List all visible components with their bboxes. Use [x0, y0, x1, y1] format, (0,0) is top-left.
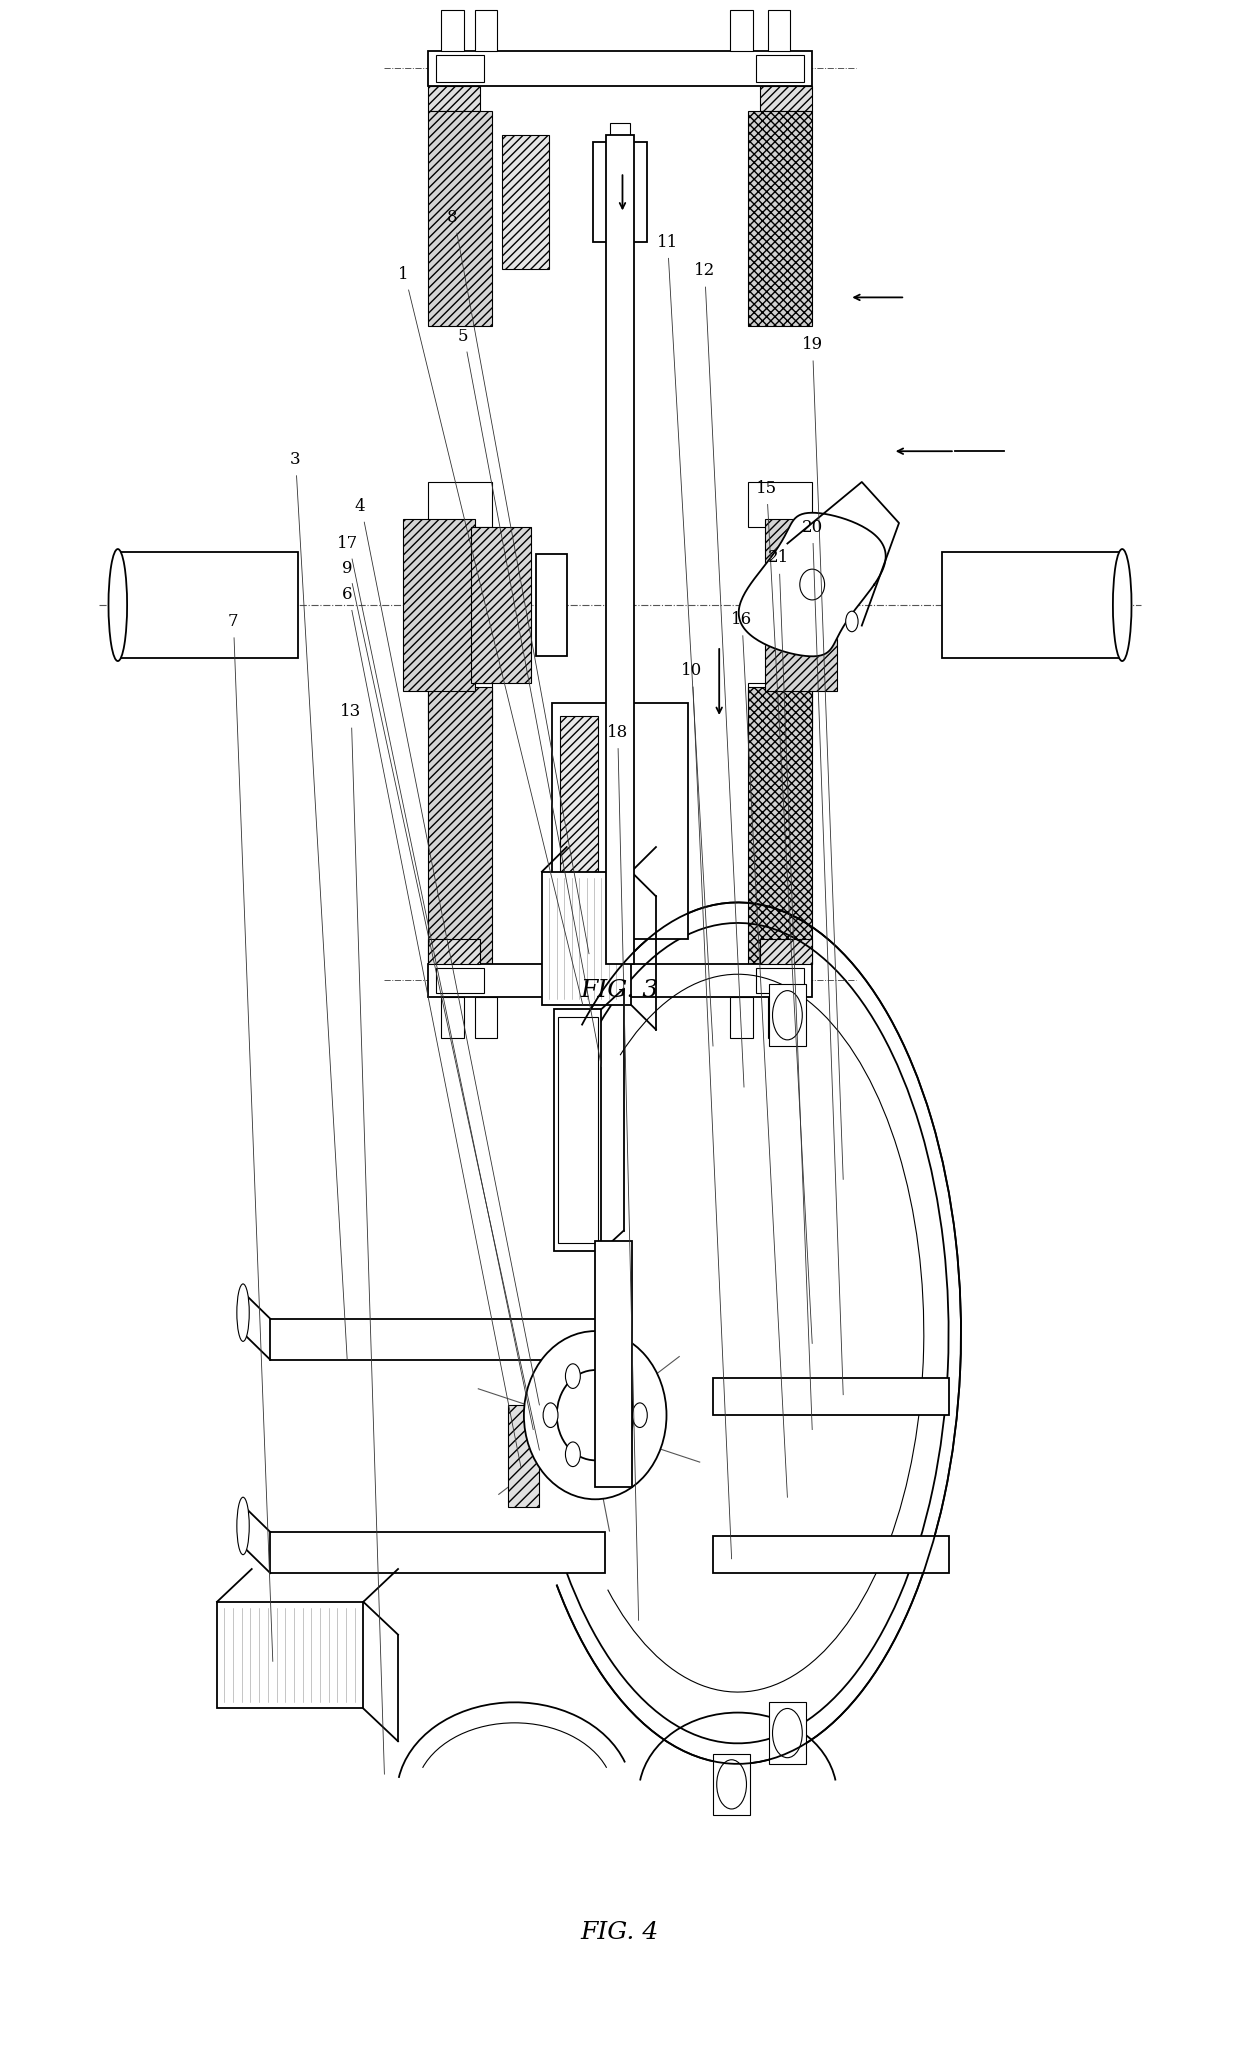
Circle shape [846, 611, 858, 632]
Bar [748, 687, 812, 964]
Bar [536, 554, 567, 656]
Circle shape [632, 1403, 647, 1427]
Bar [217, 1602, 363, 1708]
Ellipse shape [1114, 550, 1131, 660]
Bar [428, 86, 480, 111]
Ellipse shape [237, 1497, 249, 1555]
Circle shape [610, 1364, 625, 1389]
Bar [428, 683, 492, 728]
Bar [560, 716, 598, 927]
Bar [558, 1017, 598, 1243]
Ellipse shape [557, 1370, 634, 1460]
Text: 4: 4 [355, 498, 365, 515]
Text: 19: 19 [801, 336, 823, 353]
Bar [768, 10, 790, 51]
Bar [713, 1378, 949, 1415]
Text: 1: 1 [398, 267, 408, 283]
Text: 12: 12 [693, 263, 715, 279]
Bar [475, 10, 497, 51]
Bar [760, 86, 812, 111]
Bar [748, 111, 812, 326]
Bar [428, 939, 480, 964]
Bar [756, 55, 804, 82]
Bar [595, 1241, 632, 1487]
Circle shape [773, 991, 802, 1040]
Text: 11: 11 [656, 234, 678, 250]
Bar [471, 527, 531, 683]
Text: 10: 10 [681, 662, 703, 679]
Bar [508, 1405, 539, 1507]
Bar [760, 939, 812, 964]
Bar [730, 10, 753, 51]
Text: 20: 20 [801, 519, 823, 535]
Text: 16: 16 [730, 611, 753, 628]
Bar [748, 482, 812, 527]
Text: 18: 18 [606, 724, 629, 740]
Bar [475, 997, 497, 1038]
Bar [730, 997, 753, 1038]
Ellipse shape [523, 1331, 666, 1499]
Bar [756, 968, 804, 993]
Text: 8: 8 [448, 209, 458, 226]
Text: 17: 17 [336, 535, 358, 552]
Bar [428, 482, 492, 527]
Bar [606, 135, 634, 964]
Bar [769, 984, 806, 1046]
Bar [502, 135, 549, 269]
Ellipse shape [237, 1284, 249, 1341]
Bar [441, 997, 464, 1038]
Bar [942, 552, 1122, 658]
Text: 13: 13 [340, 703, 362, 720]
Text: 21: 21 [768, 550, 790, 566]
Bar [768, 997, 790, 1038]
Bar [552, 703, 688, 939]
Bar [748, 683, 812, 728]
Bar [441, 10, 464, 51]
Bar [436, 968, 484, 993]
Bar [428, 111, 492, 326]
Bar [769, 1702, 806, 1764]
Text: 6: 6 [342, 587, 352, 603]
Text: 5: 5 [458, 328, 467, 345]
Bar [403, 519, 475, 691]
Bar [713, 1536, 949, 1573]
Bar [270, 1532, 605, 1573]
Bar [593, 142, 647, 242]
Bar [542, 872, 631, 1005]
Circle shape [565, 1442, 580, 1466]
Bar [713, 1754, 750, 1815]
Bar [765, 519, 837, 691]
Text: FIG. 3: FIG. 3 [580, 978, 660, 1003]
Bar [610, 123, 630, 160]
Polygon shape [739, 513, 885, 656]
Bar [270, 1319, 605, 1360]
Text: 3: 3 [290, 451, 300, 468]
Text: 7: 7 [228, 613, 238, 630]
Text: 15: 15 [755, 480, 777, 496]
Bar [436, 55, 484, 82]
Ellipse shape [109, 550, 126, 660]
Bar [428, 51, 812, 86]
Text: 9: 9 [342, 560, 352, 576]
Bar [554, 1009, 601, 1251]
Circle shape [543, 1403, 558, 1427]
Text: FIG. 4: FIG. 4 [580, 1920, 660, 1944]
Bar [428, 964, 812, 997]
Circle shape [717, 1760, 746, 1809]
Circle shape [610, 1442, 625, 1466]
Bar [118, 552, 298, 658]
Circle shape [565, 1364, 580, 1389]
Circle shape [773, 1708, 802, 1758]
Bar [428, 687, 492, 964]
